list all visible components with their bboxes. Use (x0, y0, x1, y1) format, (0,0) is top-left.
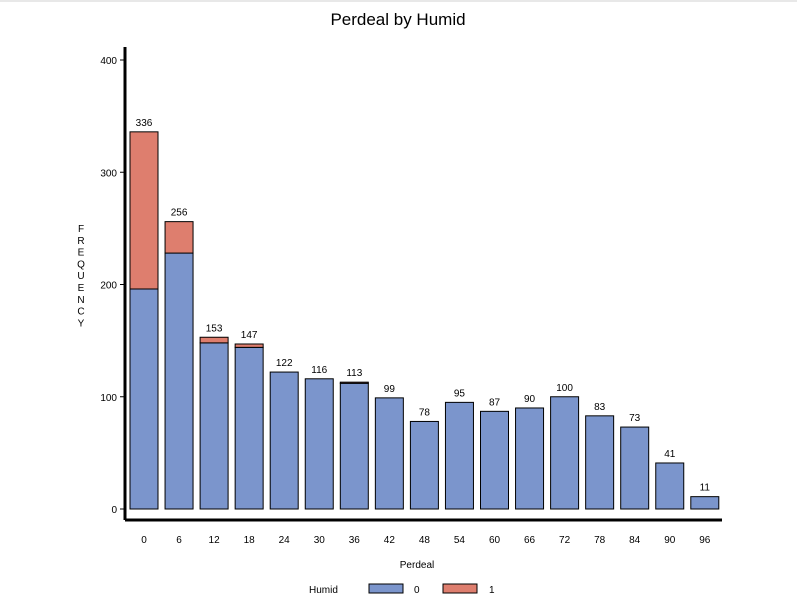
data-label: 78 (419, 407, 431, 418)
y-axis-label-letter: F (78, 224, 84, 235)
bar-segment-humid-0 (690, 496, 720, 510)
bar-segment-humid-1 (164, 221, 194, 254)
data-label: 100 (556, 383, 573, 394)
data-label: 95 (454, 388, 466, 399)
x-tick-label: 66 (524, 535, 536, 546)
data-label: 83 (594, 402, 606, 413)
data-label: 87 (489, 397, 501, 408)
x-tick-label: 0 (141, 535, 147, 546)
legend-swatch-humid-1 (442, 583, 478, 594)
y-axis: 0 100 200 300 400 (100, 47, 127, 520)
x-axis: 0 6 12 18 24 30 36 42 48 54 60 66 72 78 84 90 96 (125, 518, 722, 546)
legend: Humid 0 1 (309, 583, 495, 596)
data-label: 90 (524, 394, 536, 405)
x-tick-label: 36 (349, 535, 361, 546)
bar-segment-humid-0 (655, 462, 685, 510)
y-tick-label: 400 (100, 56, 117, 67)
bar-segment-humid-0 (409, 420, 439, 510)
bar-segment-humid-0 (620, 426, 650, 510)
chart-title: Perdeal by Humid (330, 10, 465, 29)
bar-segment-humid-0 (515, 407, 545, 510)
data-label: 256 (171, 208, 188, 219)
y-axis-label-letter: N (77, 295, 84, 306)
bars (129, 131, 720, 510)
data-label: 73 (629, 413, 641, 424)
bar-segment-humid-1 (234, 343, 264, 348)
data-label: 122 (276, 358, 293, 369)
y-tick-label: 0 (111, 505, 117, 516)
data-label: 113 (346, 368, 362, 379)
x-tick-label: 84 (629, 535, 641, 546)
legend-swatch-humid-0 (368, 583, 404, 594)
y-axis-label-letter: Y (78, 318, 85, 329)
bar-segment-humid-0 (164, 252, 194, 510)
legend-label-humid-1: 1 (489, 585, 495, 596)
bar-segment-humid-0 (199, 342, 229, 510)
data-label: 99 (384, 384, 396, 395)
data-label: 336 (136, 118, 153, 129)
bar-segment-humid-0 (129, 288, 159, 510)
legend-title: Humid (309, 585, 338, 596)
x-tick-label: 72 (559, 535, 571, 546)
x-tick-label: 48 (419, 535, 431, 546)
x-axis-label: Perdeal (400, 560, 434, 571)
bar-segment-humid-0 (234, 346, 264, 510)
bar-segment-humid-1 (339, 381, 369, 384)
bar-segment-humid-0 (550, 396, 580, 510)
x-tick-label: 42 (384, 535, 396, 546)
x-tick-label: 6 (176, 535, 182, 546)
y-tick-label: 200 (100, 281, 117, 292)
top-border (0, 0, 797, 2)
bar-segment-humid-0 (304, 378, 334, 510)
legend-label-humid-0: 0 (414, 585, 420, 596)
y-axis-label-letter: C (77, 307, 84, 318)
data-labels: 336 256 153 147 122 116 113 99 78 95 87 90 100 83 73 41… (136, 118, 711, 494)
data-label: 11 (700, 483, 711, 494)
y-axis-label-letter: E (78, 248, 85, 259)
x-tick-label: 78 (594, 535, 606, 546)
x-tick-label: 54 (454, 535, 466, 546)
y-tick-label: 100 (100, 393, 117, 404)
bar-segment-humid-1 (129, 131, 159, 290)
x-tick-label: 30 (314, 535, 326, 546)
bar-segment-humid-1 (199, 336, 229, 344)
x-tick-label: 12 (209, 535, 221, 546)
x-tick-label: 24 (279, 535, 291, 546)
bar-segment-humid-0 (339, 382, 369, 510)
data-label: 153 (206, 323, 223, 334)
y-axis-label-letter: Q (77, 259, 85, 270)
y-axis-label-letter: E (78, 283, 85, 294)
x-tick-label: 60 (489, 535, 501, 546)
bar-segment-humid-0 (480, 410, 509, 510)
y-tick-label: 300 (100, 168, 117, 179)
data-label: 41 (664, 449, 676, 460)
bar-segment-humid-0 (444, 401, 474, 510)
bar-segment-humid-0 (269, 371, 299, 510)
bar-segment-humid-0 (374, 397, 404, 510)
data-label: 147 (241, 330, 258, 341)
y-axis-label-letter: R (77, 236, 84, 247)
x-tick-label: 96 (699, 535, 711, 546)
bar-segment-humid-0 (585, 415, 615, 510)
data-label: 116 (311, 365, 327, 376)
x-tick-label: 18 (244, 535, 256, 546)
y-axis-label-letter: U (77, 271, 84, 282)
x-tick-label: 90 (664, 535, 676, 546)
